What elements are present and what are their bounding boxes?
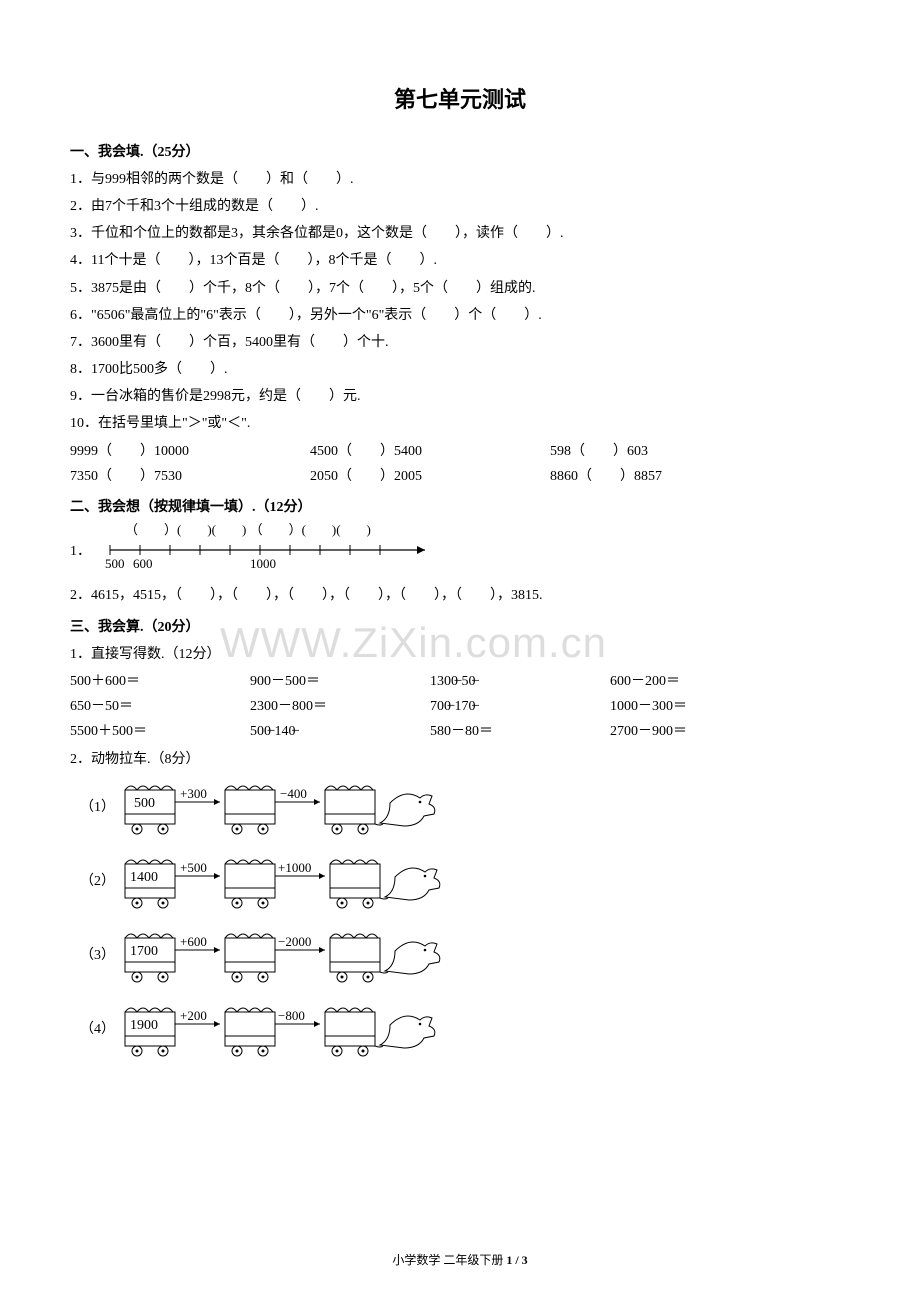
train-2: （2） 1400 +500 +1000 <box>80 852 850 912</box>
s2-q1: 1． （ ）( )( ) （ ）( )( ) 500 <box>70 522 850 581</box>
section2-head: 二、我会想（按规律填一填）.（12分） <box>70 495 850 520</box>
page-footer: 小学数学 二年级下册 1 / 3 <box>70 1250 850 1272</box>
s2-q2: 2．4615，4515，（ ），（ ），（ ），（ ），（ ），（ ），3815… <box>70 583 850 608</box>
q2: 2．由7个千和3个十组成的数是（ ）. <box>70 194 850 219</box>
c3d: 2700－900＝ <box>610 719 790 744</box>
page-title: 第七单元测试 <box>70 80 850 120</box>
q10-row2: 7350（ ）7530 2050（ ）2005 8860（ ）8857 <box>70 464 850 489</box>
section3-head: 三、我会算.（20分） <box>70 615 850 640</box>
q4: 4．11个十是（ ），13个百是（ ），8个千是（ ）. <box>70 248 850 273</box>
q7: 7．3600里有（ ）个百，5400里有（ ）个十. <box>70 330 850 355</box>
q10-r2-c: 8860（ ）8857 <box>550 464 790 489</box>
q10-r1-c: 598（ ）603 <box>550 439 790 464</box>
train3-op1: +600 <box>180 934 207 949</box>
c2a: 650－50＝ <box>70 694 250 719</box>
c1c: 1300̶ 50̶ <box>430 669 610 694</box>
q9: 9．一台冰箱的售价是2998元，约是（ ）元. <box>70 384 850 409</box>
calc-r1: 500＋600＝ 900－500＝ 1300̶ 50̶ 600－200＝ <box>70 669 850 694</box>
c1d: 600－200＝ <box>610 669 790 694</box>
train1-op2: −400 <box>280 786 307 801</box>
train4-svg: 1900 +200 −800 <box>120 1000 520 1060</box>
c2b: 2300－800＝ <box>250 694 430 719</box>
numline-top-labels: （ ）( )( ) （ ）( )( ) <box>125 522 371 537</box>
number-line: （ ）( )( ) （ ）( )( ) 500 600 1000 <box>105 522 445 581</box>
c2d: 1000－300＝ <box>610 694 790 719</box>
c3a: 5500＋500＝ <box>70 719 250 744</box>
cart1: 500 <box>125 786 175 834</box>
q1: 1．与999相邻的两个数是（ ）和（ ）. <box>70 167 850 192</box>
s2-q1-prefix: 1． <box>70 544 91 559</box>
cart3 <box>325 786 375 834</box>
q10-row1: 9999（ ）10000 4500（ ）5400 598（ ）603 <box>70 439 850 464</box>
q3: 3．千位和个位上的数都是3，其余各位都是0，这个数是（ ），读作（ ）. <box>70 221 850 246</box>
train2-op1: +500 <box>180 860 207 875</box>
train3-svg: 1700 +600 −2000 <box>120 926 520 986</box>
numline-svg: （ ）( )( ) （ ）( )( ) 500 600 1000 <box>105 522 445 572</box>
q10-r1-b: 4500（ ）5400 <box>310 439 550 464</box>
train4-op2: −800 <box>278 1008 305 1023</box>
section1-head: 一、我会填.（25分） <box>70 140 850 165</box>
train2-idx: （2） <box>80 869 120 894</box>
c3c: 580－80＝ <box>430 719 610 744</box>
train-4: （4） 1900 +200 −800 <box>80 1000 850 1060</box>
q6: 6．"6506"最高位上的"6"表示（ ），另外一个"6"表示（ ）个（ ）. <box>70 303 850 328</box>
q10: 10．在括号里填上"＞"或"＜". <box>70 411 850 436</box>
train1-idx: （1） <box>80 795 120 820</box>
horse-icon <box>380 942 440 974</box>
numline-1000: 1000 <box>250 556 276 571</box>
train-3: （3） 1700 +600 −2000 <box>80 926 850 986</box>
cart2 <box>225 786 275 834</box>
q5: 5．3875是由（ ）个千，8个（ ），7个（ ），5个（ ）组成的. <box>70 276 850 301</box>
c2c: 700̶ 170̶ <box>430 694 610 719</box>
train2-svg: 1400 +500 +1000 <box>120 852 520 912</box>
footer-page: 1 / 3 <box>506 1253 527 1267</box>
c1a: 500＋600＝ <box>70 669 250 694</box>
c3b: 500̶ 140̶ <box>250 719 430 744</box>
train4-start: 1900 <box>130 1018 158 1033</box>
train2-op2: +1000 <box>278 860 311 875</box>
train2-start: 1400 <box>130 870 158 885</box>
s3-sub2: 2．动物拉车.（8分） <box>70 747 850 772</box>
train1-start: 500 <box>134 796 155 811</box>
train4-op1: +200 <box>180 1008 207 1023</box>
train-1: （1） 500 +300 <box>80 778 850 838</box>
horse-icon <box>380 868 440 900</box>
horse-icon <box>375 794 435 826</box>
train3-op2: −2000 <box>278 934 311 949</box>
train1-op1: +300 <box>180 786 207 801</box>
train3-idx: （3） <box>80 943 120 968</box>
numline-500: 500 <box>105 556 125 571</box>
q10-r2-b: 2050（ ）2005 <box>310 464 550 489</box>
q10-r2-a: 7350（ ）7530 <box>70 464 310 489</box>
numline-600: 600 <box>133 556 153 571</box>
q8: 8．1700比500多（ ）. <box>70 357 850 382</box>
calc-r2: 650－50＝ 2300－800＝ 700̶ 170̶ 1000－300＝ <box>70 694 850 719</box>
train3-start: 1700 <box>130 944 158 959</box>
calc-r3: 5500＋500＝ 500̶ 140̶ 580－80＝ 2700－900＝ <box>70 719 850 744</box>
train1-svg: 500 +300 −400 <box>120 778 520 838</box>
footer-text: 小学数学 二年级下册 <box>392 1253 506 1267</box>
c1b: 900－500＝ <box>250 669 430 694</box>
q10-r1-a: 9999（ ）10000 <box>70 439 310 464</box>
train4-idx: （4） <box>80 1017 120 1042</box>
s3-sub1: 1．直接写得数.（12分） <box>70 642 850 667</box>
horse-icon <box>375 1016 435 1048</box>
